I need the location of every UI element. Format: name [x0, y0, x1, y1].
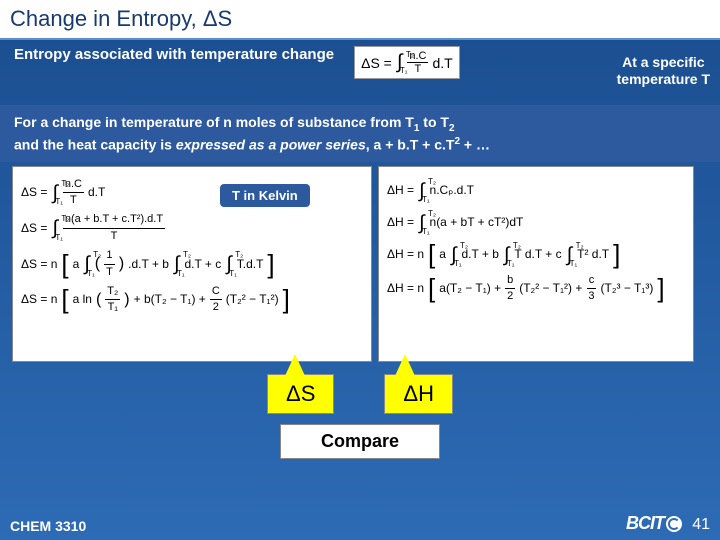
description-band: For a change in temperature of n moles o…	[0, 105, 720, 162]
bcit-logo: BCIT	[626, 513, 682, 534]
footer: CHEM 3310 41	[0, 516, 720, 534]
course-code: CHEM 3310	[10, 518, 86, 534]
equation-panels: ΔS = ∫T₁T₂ n.CT d.T ΔS = ∫T₁T₂ n(a + b.T…	[0, 162, 720, 362]
page-title: Change in Entropy, ΔS	[10, 6, 710, 32]
dh-line-1: ΔH = ∫T₁T₂ n.Cₚ.d.T	[387, 177, 685, 205]
subtitle-row: Entropy associated with temperature chan…	[0, 40, 720, 79]
title-bar: Change in Entropy, ΔS ΔS = q_rev T	[0, 0, 720, 40]
at-specific-temp: At a specific temperature T	[617, 54, 710, 88]
dh-line-3: ΔH = n [ a ∫T₁T₂ d.T + b ∫T₁T₂ T d.T + c…	[387, 241, 685, 269]
enthalpy-panel: ΔH = ∫T₁T₂ n.Cₚ.d.T ΔH = ∫T₁T₂ n(a + bT …	[378, 166, 694, 362]
integral-sign: ∫ T₁ T₂	[397, 51, 402, 74]
ds-line-2: ΔS = ∫T₁T₂ n(a + b.T + c.T²).d.TT	[21, 212, 363, 244]
logo-text: BCIT	[626, 513, 664, 534]
ds-dh-labels: ΔS ΔH	[0, 374, 720, 414]
compare-box: Compare	[280, 424, 440, 459]
page-number: 41	[692, 516, 710, 534]
ds-line-3: ΔS = n [ a ∫T₁T₂ ( 1T ) .d.T + b ∫T₁T₂ d…	[21, 248, 363, 280]
ds-callout-tail	[285, 354, 305, 376]
ds-line-4: ΔS = n [ a ln ( T₂T₁ ) + b(T₂ − T₁) + C2…	[21, 284, 363, 316]
int-suffix: d.T	[432, 55, 452, 71]
compare-row: Compare	[0, 424, 720, 459]
dh-line-2: ΔH = ∫T₁T₂ n(a + bT + cT²)dT	[387, 209, 685, 237]
dh-label: ΔH	[384, 374, 453, 414]
integral-formula: ΔS = ∫ T₁ T₂ n.C T d.T	[354, 46, 460, 79]
kelvin-callout: T in Kelvin	[218, 182, 312, 209]
int-lhs: ΔS =	[361, 55, 392, 71]
subtitle: Entropy associated with temperature chan…	[14, 46, 334, 63]
logo-icon	[666, 516, 682, 532]
dh-line-4: ΔH = n [ a(T₂ − T₁) + b2 (T₂² − T₁²) + c…	[387, 273, 685, 305]
entropy-panel: ΔS = ∫T₁T₂ n.CT d.T ΔS = ∫T₁T₂ n(a + b.T…	[12, 166, 372, 362]
ds-label: ΔS	[267, 374, 334, 414]
dh-callout-tail	[395, 354, 415, 376]
